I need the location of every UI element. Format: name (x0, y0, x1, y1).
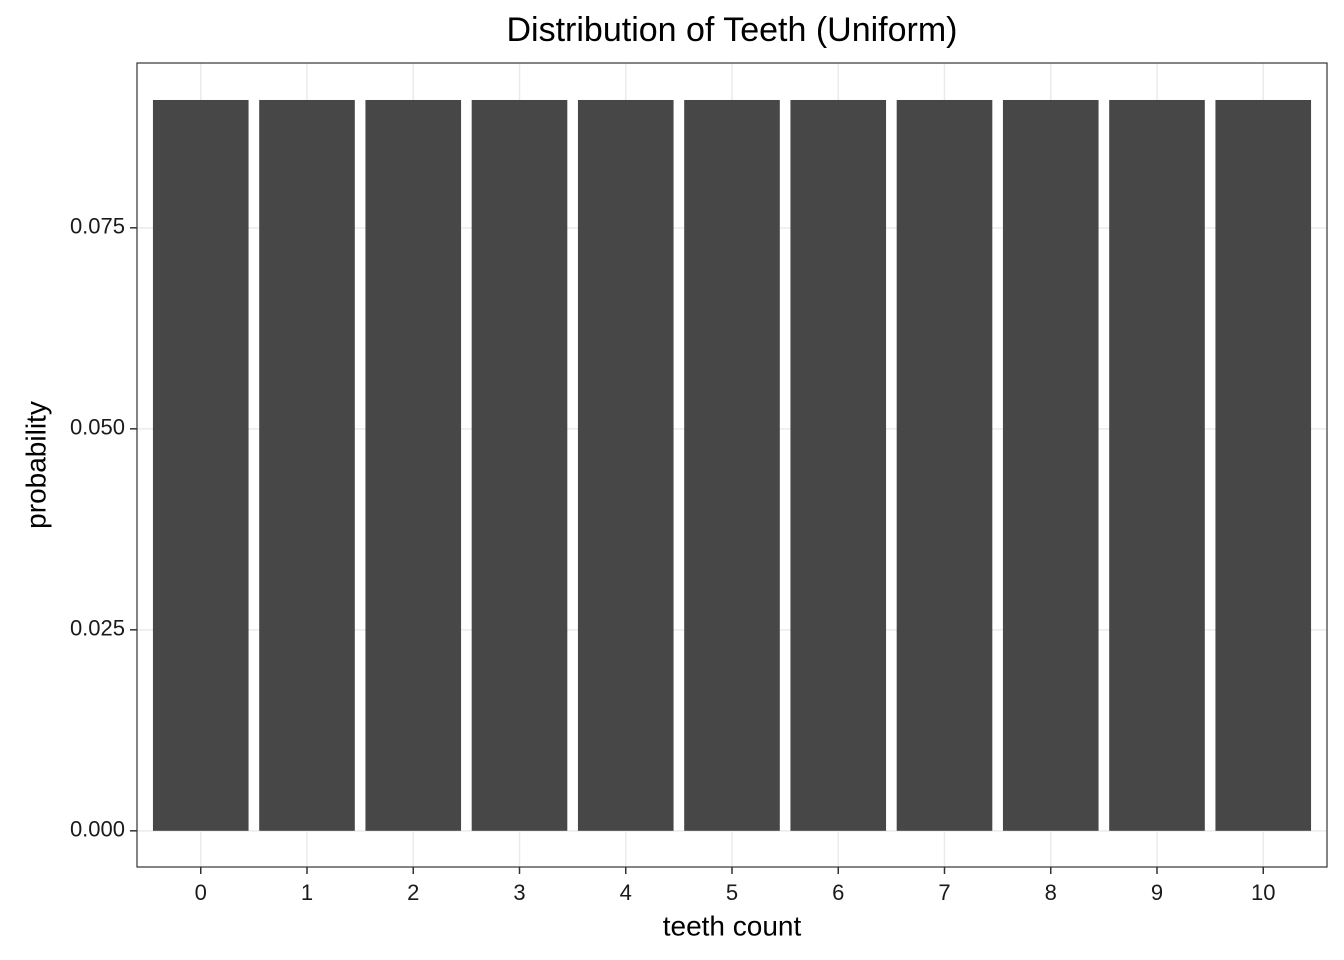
bar (1002, 99, 1099, 831)
x-tick-label: 4 (620, 880, 632, 905)
bar (1109, 99, 1205, 831)
y-tick-label: 0.000 (70, 817, 125, 842)
panel-border (136, 62, 1328, 868)
x-tick-label: 0 (195, 880, 207, 905)
chart-title: Distribution of Teeth (Uniform) (507, 11, 958, 49)
y-tick-label: 0.050 (70, 415, 125, 440)
x-tick-label: 7 (938, 880, 950, 905)
bar (365, 99, 462, 831)
bar (790, 99, 887, 831)
x-tick-label: 5 (726, 880, 738, 905)
bar (896, 99, 993, 831)
x-tick-label: 1 (301, 880, 313, 905)
x-tick-label: 3 (513, 880, 525, 905)
x-tick-label: 2 (407, 880, 419, 905)
bar (152, 99, 249, 831)
x-tick-label: 6 (832, 880, 844, 905)
bar (471, 99, 568, 831)
y-axis-label: probability (20, 401, 51, 529)
bar (1215, 99, 1312, 831)
x-axis-label: teeth count (663, 910, 802, 941)
y-tick-label: 0.075 (70, 214, 125, 239)
bar (259, 99, 355, 831)
x-tick-label: 10 (1251, 880, 1275, 905)
bar (684, 99, 780, 831)
x-tick-label: 8 (1045, 880, 1057, 905)
y-tick-label: 0.025 (70, 616, 125, 641)
bar (577, 99, 674, 831)
x-tick-label: 9 (1151, 880, 1163, 905)
